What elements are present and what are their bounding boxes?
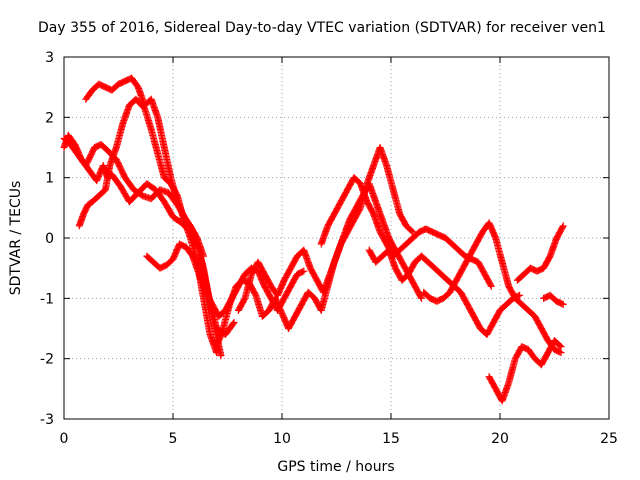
data-point xyxy=(417,293,425,301)
data-point xyxy=(230,318,238,326)
x-tick-label: 5 xyxy=(169,431,178,447)
series-arc-10 xyxy=(420,219,565,357)
series-arc-9 xyxy=(365,246,524,339)
y-tick-label: -1 xyxy=(40,291,54,307)
data-point xyxy=(487,281,495,289)
x-tick-label: 25 xyxy=(600,431,618,447)
data-point xyxy=(298,268,306,276)
x-tick-label: 15 xyxy=(382,431,400,447)
data-point xyxy=(558,300,566,308)
y-tick-label: 2 xyxy=(45,110,54,126)
data-point xyxy=(217,352,225,360)
chart-title: Day 355 of 2016, Sidereal Day-to-day VTE… xyxy=(38,20,606,36)
y-axis-label: SDTVAR / TECUs xyxy=(8,181,24,296)
data-point xyxy=(213,349,221,357)
data-point xyxy=(300,267,308,275)
series-arc-12 xyxy=(513,222,567,284)
y-tick-label: -3 xyxy=(40,412,54,428)
data-point xyxy=(200,252,208,260)
data-point xyxy=(557,349,565,357)
y-tick-label: -2 xyxy=(40,352,54,368)
tick-marks xyxy=(63,56,610,420)
data-point xyxy=(409,228,417,236)
data-point xyxy=(418,294,426,302)
data-point xyxy=(487,282,495,290)
data-point xyxy=(557,343,565,351)
tick-labels: 0 5 10 15 20 25 -3 -2 -1 0 1 2 3 xyxy=(40,50,618,447)
x-tick-label: 10 xyxy=(273,431,291,447)
data-point xyxy=(559,300,567,308)
y-tick-label: 1 xyxy=(45,171,54,187)
series-arc-13 xyxy=(540,291,567,308)
x-axis-label: GPS time / hours xyxy=(277,459,394,475)
data-points xyxy=(60,74,567,405)
data-point xyxy=(408,227,416,235)
x-tick-label: 20 xyxy=(491,431,509,447)
series-arc-3 xyxy=(75,95,221,357)
series-arc-8 xyxy=(317,174,495,290)
data-point xyxy=(558,223,566,231)
data-point xyxy=(556,348,564,356)
data-point xyxy=(229,320,237,328)
data-point xyxy=(559,222,567,230)
data-point xyxy=(556,342,564,350)
y-tick-label: 3 xyxy=(45,50,54,66)
x-tick-label: 0 xyxy=(60,431,69,447)
y-tick-label: 0 xyxy=(45,231,54,247)
series-arc-4 xyxy=(82,74,208,260)
series-arc-11 xyxy=(485,337,565,405)
